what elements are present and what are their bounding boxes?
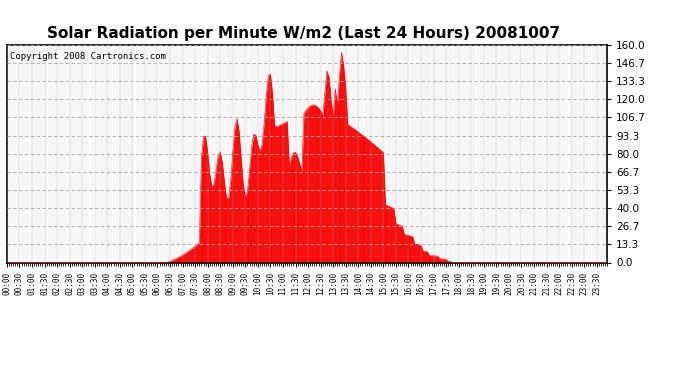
Text: Copyright 2008 Cartronics.com: Copyright 2008 Cartronics.com (10, 51, 166, 60)
Text: Solar Radiation per Minute W/m2 (Last 24 Hours) 20081007: Solar Radiation per Minute W/m2 (Last 24… (47, 26, 560, 41)
